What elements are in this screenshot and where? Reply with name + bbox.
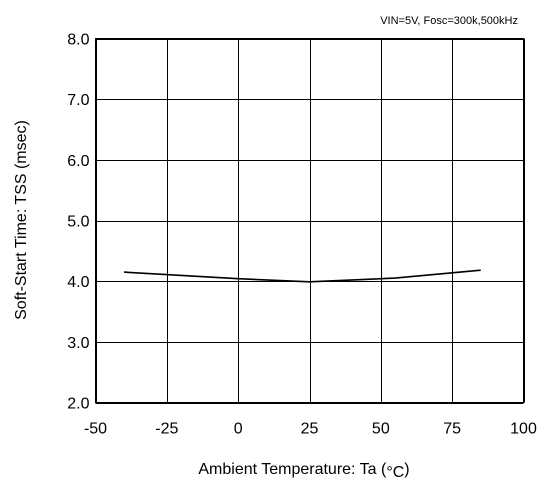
plot-frame	[95, 38, 524, 403]
conditions-label: VIN=5V, Fosc=300k,500kHz	[380, 15, 518, 27]
x-axis-label: Ambient Temperature: Ta (°C)	[198, 461, 409, 481]
y-tick-label: 7.0	[67, 92, 89, 109]
x-tick-label: 50	[372, 421, 390, 438]
x-tick-label: 25	[301, 421, 319, 438]
series-line-0	[123, 269, 481, 283]
y-tick-label: 5.0	[67, 214, 89, 231]
x-tick-label: -50	[84, 421, 107, 438]
y-tick-label: 6.0	[67, 153, 89, 170]
x-tick-label: 0	[234, 421, 243, 438]
x-tick-label: 75	[443, 421, 461, 438]
x-tick-label: 100	[510, 421, 537, 438]
x-tick-label: -25	[155, 421, 178, 438]
y-axis-label: Soft-Start Time: TSS (msec)	[13, 120, 30, 320]
y-tick-labels: 2.0 3.0 4.0 5.0 6.0 7.0 8.0	[67, 32, 89, 413]
y-tick-label: 3.0	[67, 335, 89, 352]
y-tick-label: 8.0	[67, 32, 89, 49]
grid	[95, 38, 525, 404]
y-tick-label: 4.0	[67, 274, 89, 291]
series-layer	[123, 269, 481, 283]
y-tick-label: 2.0	[67, 396, 89, 413]
x-tick-labels: -50 -25 0 25 50 75 100	[84, 421, 537, 438]
